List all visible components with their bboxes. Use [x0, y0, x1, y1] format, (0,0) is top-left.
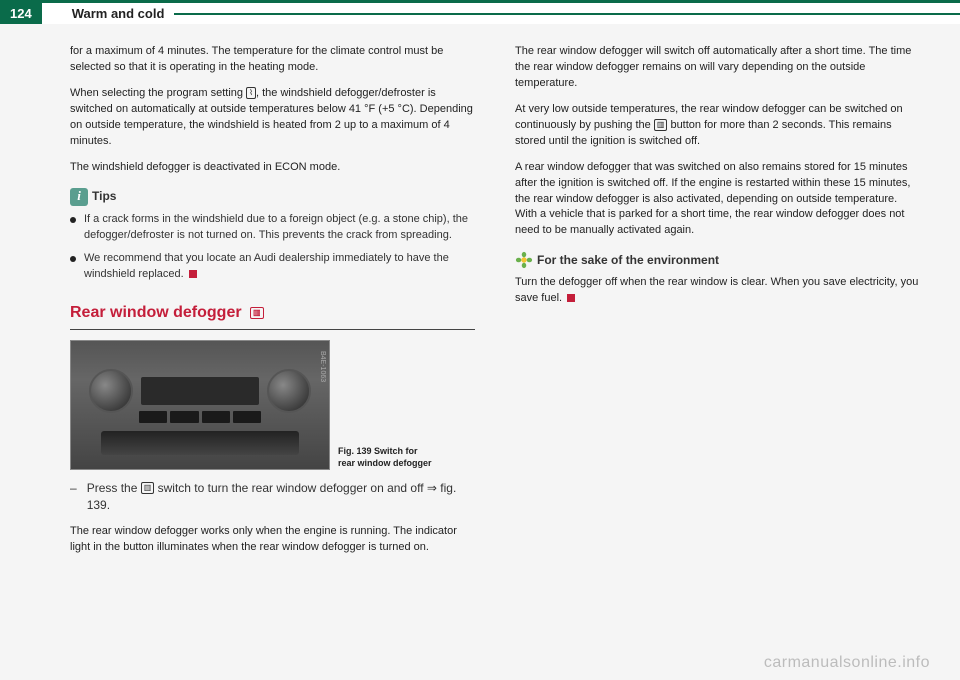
content-columns: for a maximum of 4 minutes. The temperat…: [0, 24, 960, 576]
r-para-1: The rear window defogger will switch off…: [515, 44, 920, 92]
climate-dial-left: [89, 369, 133, 413]
climate-dial-right: [267, 369, 311, 413]
instruct-text: Press the ▥ switch to turn the rear wind…: [87, 480, 475, 515]
info-icon: i: [70, 188, 88, 206]
tips-label: Tips: [92, 188, 116, 205]
left-column: for a maximum of 4 minutes. The temperat…: [70, 44, 475, 566]
tip2-text: We recommend that you locate an Audi dea…: [84, 251, 475, 283]
tips-heading: i Tips: [70, 188, 475, 206]
r-para-2: At very low outside temperatures, the re…: [515, 102, 920, 150]
para-4: The rear window defogger works only when…: [70, 524, 475, 556]
r-para-4: Turn the defogger off when the rear wind…: [515, 275, 920, 307]
instruction-step: – Press the ▥ switch to turn the rear wi…: [70, 480, 475, 515]
figure-caption: Fig. 139 Switch for rear window defogger: [338, 446, 448, 469]
bullet-icon: [70, 256, 76, 262]
r-para-3: A rear window defogger that was switched…: [515, 160, 920, 240]
flower-icon: [515, 251, 533, 269]
watermark: carmanualsonline.info: [764, 654, 930, 672]
para-1: for a maximum of 4 minutes. The temperat…: [70, 44, 475, 76]
defogger-button-icon: ▥: [654, 119, 668, 131]
figure-139: B4E-1063 Fig. 139 Switch for rear window…: [70, 340, 475, 470]
dash-marker: –: [70, 480, 77, 515]
right-column: The rear window defogger will switch off…: [515, 44, 920, 566]
environment-heading: For the sake of the environment: [515, 251, 920, 269]
tip1-text: If a crack forms in the windshield due t…: [84, 212, 475, 244]
para-3: The windshield defogger is deactivated i…: [70, 160, 475, 176]
header-bar: 124 Warm and cold: [0, 0, 960, 24]
windshield-icon: ⌇: [246, 87, 256, 99]
bullet-icon: [70, 217, 76, 223]
p2-text-a: When selecting the program setting: [70, 87, 246, 99]
climate-display: [141, 377, 259, 405]
section-title: Rear window defogger ▥: [70, 301, 475, 329]
tip-item-1: If a crack forms in the windshield due t…: [70, 212, 475, 244]
cd-slot: [101, 431, 299, 455]
defogger-icon: ▥: [250, 307, 264, 319]
end-marker-icon: [567, 294, 575, 302]
section-title-text: Rear window defogger: [70, 304, 242, 321]
header-rule: [174, 13, 960, 15]
end-marker-icon: [189, 270, 197, 278]
para-2: When selecting the program setting ⌇, th…: [70, 86, 475, 150]
figure-image: B4E-1063: [70, 340, 330, 470]
chapter-title: Warm and cold: [72, 6, 165, 21]
defogger-button-icon: ▥: [141, 482, 155, 494]
climate-buttons: [139, 411, 261, 423]
figure-code: B4E-1063: [317, 351, 327, 382]
env-label: For the sake of the environment: [537, 252, 719, 269]
tip-item-2: We recommend that you locate an Audi dea…: [70, 251, 475, 283]
page-number: 124: [0, 3, 42, 24]
